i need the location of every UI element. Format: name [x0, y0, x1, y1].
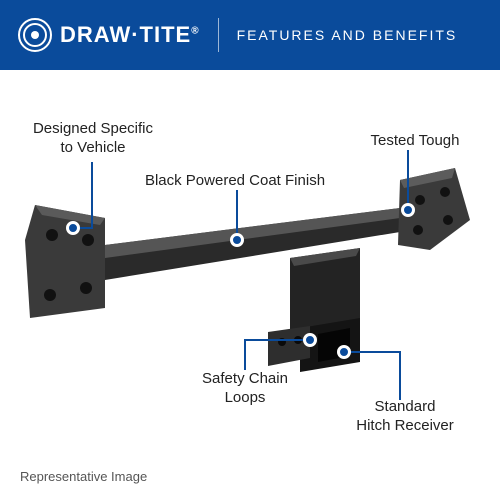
registered-mark: ® [191, 26, 199, 37]
callout-dot-tough [401, 203, 415, 217]
logo-text: DRAW·TITE® [60, 22, 200, 48]
callout-loops: Safety ChainLoops [190, 370, 300, 408]
tagline: FEATURES AND BENEFITS [237, 27, 458, 43]
callout-designed: Designed Specificto Vehicle [18, 120, 168, 158]
callout-tough: Tested Tough [360, 132, 470, 151]
logo: DRAW·TITE® [18, 18, 200, 52]
callout-finish: Black Powered Coat Finish [120, 172, 350, 191]
callout-dot-designed [66, 221, 80, 235]
logo-name: DRAW·TITE [60, 22, 191, 47]
callout-receiver: StandardHitch Receiver [340, 398, 470, 436]
header: DRAW·TITE® FEATURES AND BENEFITS [0, 0, 500, 70]
callout-dot-loops [303, 333, 317, 347]
header-divider [218, 18, 219, 52]
footnote: Representative Image [20, 469, 147, 484]
callout-dot-receiver [337, 345, 351, 359]
hitch-ball-icon [18, 18, 52, 52]
callout-dot-finish [230, 233, 244, 247]
product-canvas: Representative Image Designed Specificto… [0, 70, 500, 500]
